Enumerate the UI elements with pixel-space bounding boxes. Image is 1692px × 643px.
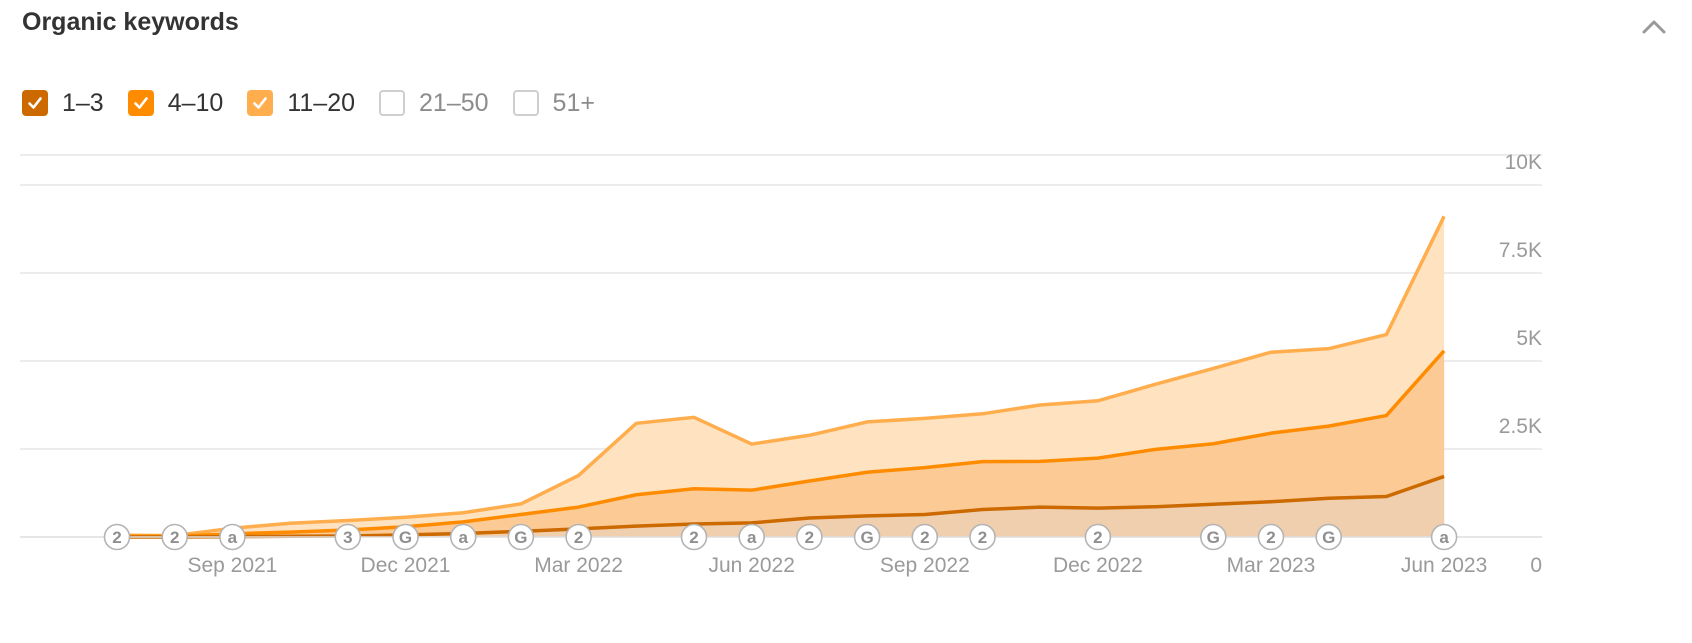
annotation-marker[interactable]: a bbox=[1430, 523, 1458, 551]
checkbox-51-plus[interactable] bbox=[512, 90, 539, 116]
legend-item-1-3[interactable]: 1–3 bbox=[22, 89, 104, 118]
annotation-label: 2 bbox=[1093, 528, 1102, 547]
chevron-up-icon bbox=[1642, 20, 1666, 34]
annotation-label: 2 bbox=[978, 528, 987, 547]
y-tick-label: 5K bbox=[1516, 327, 1542, 350]
legend-label-1-3: 1–3 bbox=[62, 88, 104, 117]
chart-title: Organic keywords bbox=[22, 8, 239, 36]
checkmark-icon bbox=[133, 97, 148, 109]
checkmark-icon bbox=[253, 97, 268, 109]
checkbox-11-20[interactable] bbox=[247, 90, 274, 116]
legend-label-11-20: 11–20 bbox=[287, 88, 356, 117]
legend-item-21-50[interactable]: 21–50 bbox=[379, 89, 489, 118]
annotation-label: a bbox=[747, 528, 757, 547]
checkmark-icon bbox=[28, 97, 42, 109]
annotation-marker[interactable]: G bbox=[853, 523, 881, 551]
legend-item-51-plus[interactable]: 51+ bbox=[512, 88, 595, 118]
annotation-marker[interactable]: 3 bbox=[334, 523, 362, 551]
x-tick-label: Dec 2021 bbox=[361, 554, 451, 577]
annotation-marker[interactable]: 2 bbox=[969, 523, 996, 551]
annotation-marker[interactable]: 2 bbox=[161, 523, 188, 551]
annotation-marker[interactable]: a bbox=[738, 523, 766, 551]
annotation-marker[interactable]: 2 bbox=[796, 523, 823, 551]
annotation-marker[interactable]: G bbox=[392, 523, 419, 551]
x-tick-label: Sep 2022 bbox=[880, 554, 970, 577]
annotation-label: 2 bbox=[112, 528, 121, 547]
annotation-label: 2 bbox=[574, 528, 583, 547]
annotation-marker[interactable]: G bbox=[1315, 523, 1342, 551]
annotation-marker[interactable]: a bbox=[219, 523, 246, 551]
area-series-1 bbox=[117, 476, 1445, 537]
annotation-marker[interactable]: 2 bbox=[565, 523, 592, 551]
area-series-2 bbox=[117, 350, 1445, 537]
x-tick-label: Mar 2023 bbox=[1227, 554, 1316, 577]
annotation-label: 2 bbox=[170, 528, 179, 547]
checkbox-1-3[interactable] bbox=[22, 90, 48, 116]
annotation-label: G bbox=[514, 528, 527, 547]
annotation-label: 2 bbox=[689, 528, 698, 547]
annotation-label: G bbox=[399, 528, 412, 547]
x-tick-label: Mar 2022 bbox=[534, 554, 623, 577]
y-tick-label: 2.5K bbox=[1499, 415, 1542, 438]
annotation-label: a bbox=[228, 528, 238, 547]
annotation-marker[interactable]: 2 bbox=[1257, 523, 1285, 551]
x-tick-label: Jun 2022 bbox=[708, 554, 794, 577]
annotation-label: G bbox=[1322, 528, 1335, 547]
legend-label-51-plus: 51+ bbox=[552, 88, 595, 117]
annotation-label: G bbox=[1207, 528, 1220, 547]
annotation-marker[interactable]: G bbox=[507, 523, 535, 551]
annotation-marker[interactable]: 2 bbox=[680, 523, 708, 551]
y-tick-label: 7.5K bbox=[1499, 239, 1542, 262]
annotation-label: a bbox=[1439, 528, 1449, 547]
checkbox-4-10[interactable] bbox=[127, 90, 154, 116]
annotation-label: 3 bbox=[343, 528, 352, 547]
annotation-marker[interactable]: 2 bbox=[911, 523, 939, 551]
annotation-label: a bbox=[458, 528, 468, 547]
legend-label-21-50: 21–50 bbox=[419, 88, 489, 117]
annotation-marker[interactable]: a bbox=[449, 523, 477, 551]
line-series-3[interactable] bbox=[116, 215, 1446, 538]
annotation-label: 2 bbox=[920, 528, 929, 547]
annotation-label: 2 bbox=[805, 528, 814, 547]
legend-item-11-20[interactable]: 11–20 bbox=[247, 89, 355, 118]
legend-item-4-10[interactable]: 4–10 bbox=[127, 88, 224, 118]
annotation-label: 2 bbox=[1266, 528, 1275, 547]
x-tick-label: Jun 2023 bbox=[1401, 554, 1487, 577]
annotation-marker[interactable]: G bbox=[1200, 523, 1227, 551]
checkbox-21-50[interactable] bbox=[379, 90, 406, 116]
legend-label-4-10: 4–10 bbox=[167, 88, 224, 117]
x-tick-label: Dec 2022 bbox=[1053, 554, 1143, 577]
y-tick-label: 0 bbox=[1530, 554, 1542, 577]
y-tick-label: 10K bbox=[1505, 151, 1542, 174]
annotation-marker[interactable]: 2 bbox=[1084, 523, 1112, 551]
annotation-marker[interactable]: 2 bbox=[103, 523, 131, 551]
annotation-label: G bbox=[860, 528, 873, 547]
collapse-button[interactable] bbox=[1636, 8, 1672, 44]
x-tick-label: Sep 2021 bbox=[187, 554, 277, 577]
legend: 1–3 4–10 11–20 21–50 51+ bbox=[22, 86, 619, 120]
